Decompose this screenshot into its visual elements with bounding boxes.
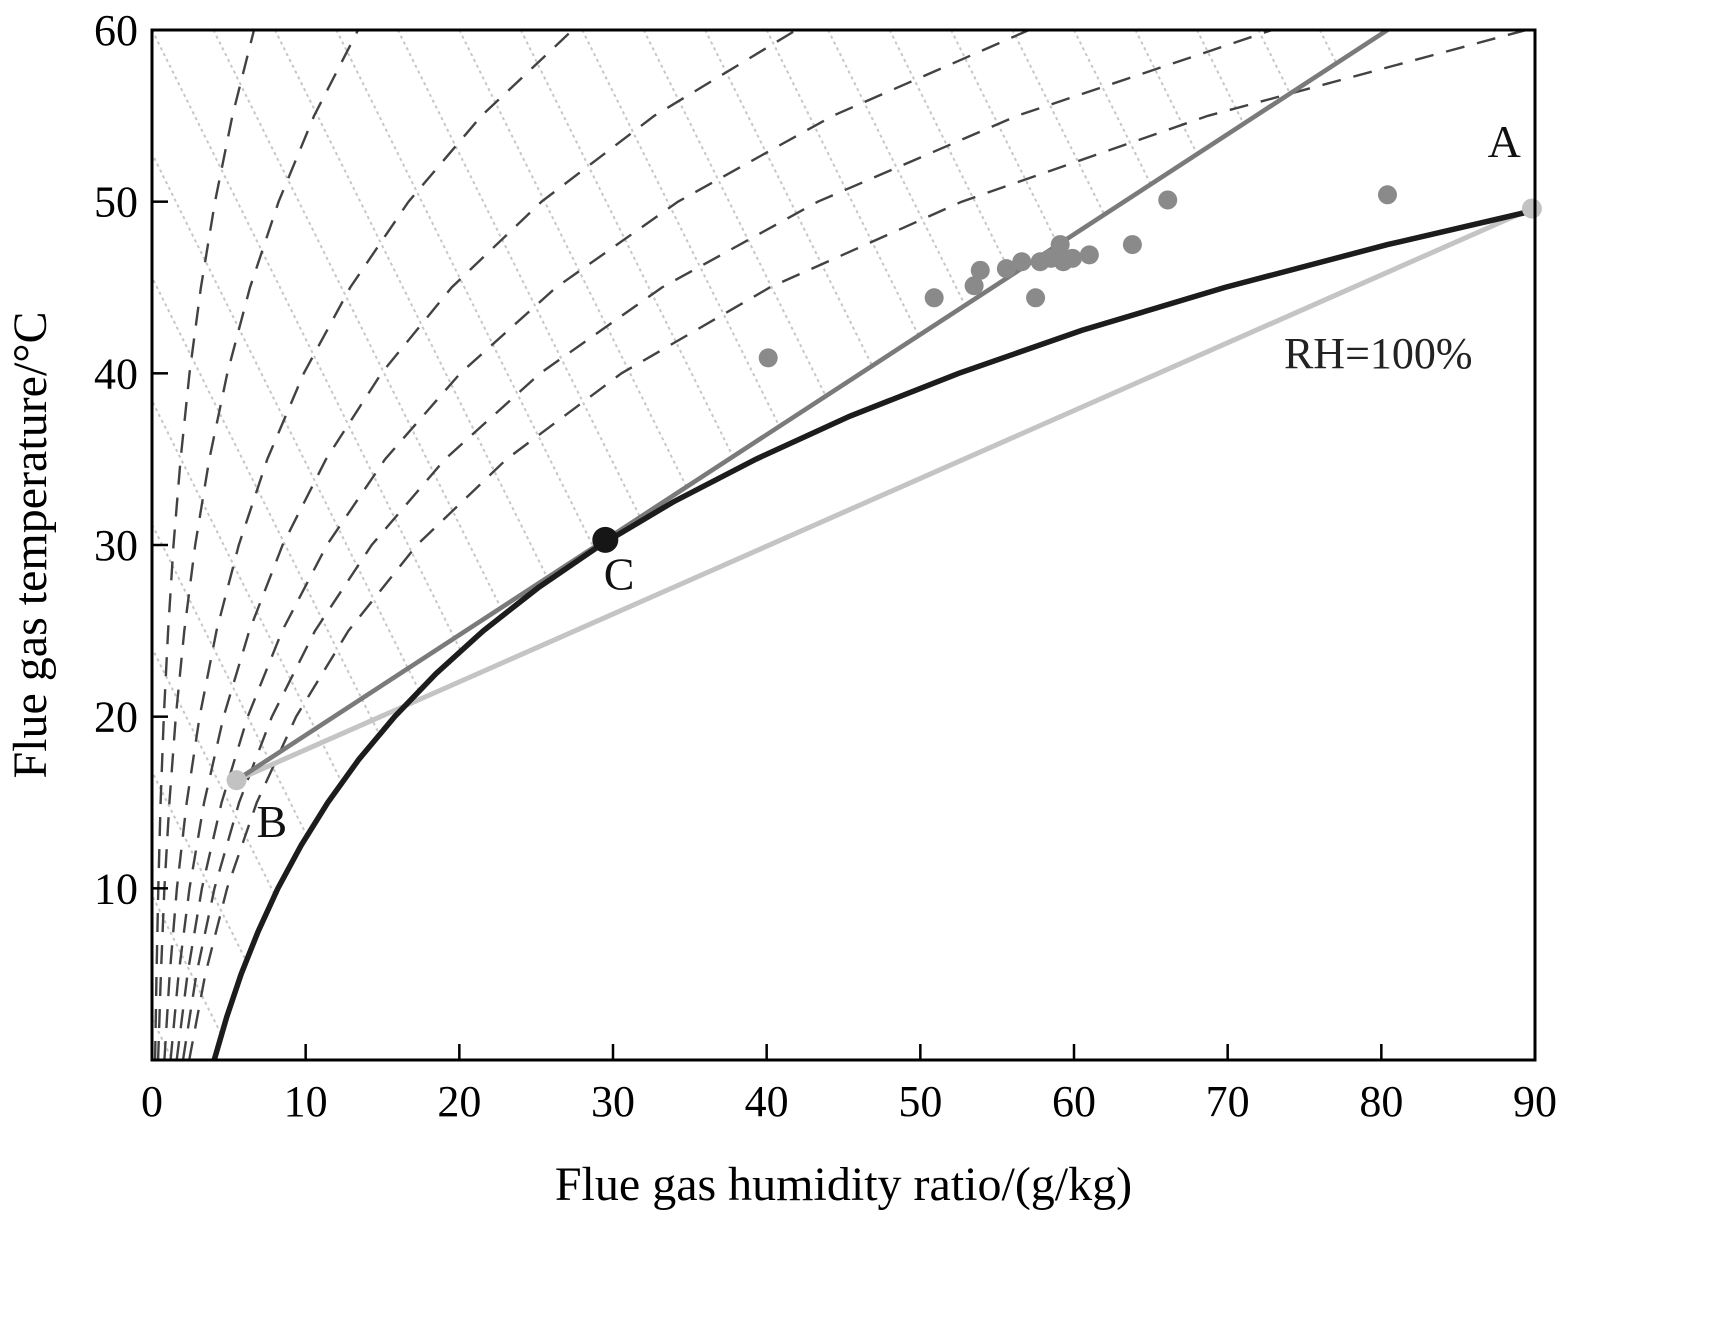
y-tick-label: 10 bbox=[94, 864, 138, 913]
x-tick-label: 30 bbox=[591, 1077, 635, 1126]
y-axis-title: Flue gas temperature/°C bbox=[4, 311, 57, 778]
hatch-line bbox=[1196, 30, 1388, 1060]
x-tick-label: 60 bbox=[1052, 1077, 1096, 1126]
point-C bbox=[592, 526, 619, 553]
hatch-line bbox=[950, 30, 1388, 1060]
x-tick-label: 20 bbox=[437, 1077, 481, 1126]
scatter-point bbox=[996, 259, 1016, 279]
hatch-line bbox=[642, 30, 1157, 1060]
x-axis-title: Flue gas humidity ratio/(g/kg) bbox=[555, 1158, 1132, 1211]
scatter-point bbox=[758, 348, 778, 368]
scatter-point bbox=[1062, 248, 1082, 268]
scatter-point bbox=[1122, 235, 1142, 255]
x-tick-label: 10 bbox=[284, 1077, 328, 1126]
key-points-group: A B C bbox=[226, 116, 1542, 847]
mixing-line-B-through-C bbox=[234, 30, 1390, 783]
hatch-line bbox=[1011, 30, 1388, 1060]
hatch-line bbox=[827, 30, 1342, 1060]
plot-border bbox=[150, 28, 1537, 1062]
point-label-C: C bbox=[604, 549, 635, 600]
y-tick-label: 60 bbox=[94, 6, 138, 55]
y-tick-label: 30 bbox=[94, 521, 138, 570]
y-tick-label: 20 bbox=[94, 693, 138, 742]
hatch-line bbox=[581, 30, 1096, 1060]
scatter-points-group bbox=[758, 185, 1397, 368]
x-tick-label: 80 bbox=[1359, 1077, 1403, 1126]
scatter-point bbox=[1079, 245, 1099, 265]
rh-dashed-curve-40 bbox=[175, 30, 1030, 1060]
scatter-point bbox=[924, 288, 944, 308]
hatch-line bbox=[212, 30, 727, 1060]
scatter-point bbox=[1012, 252, 1032, 272]
rh-100-label: RH=100% bbox=[1284, 329, 1473, 378]
x-tick-label: 90 bbox=[1513, 1077, 1557, 1126]
hatch-line bbox=[152, 30, 420, 1060]
y-tick-label: 40 bbox=[94, 349, 138, 398]
process-lines-group bbox=[234, 30, 1535, 783]
scatter-point bbox=[964, 276, 984, 296]
rh-dashed-curve-50 bbox=[181, 30, 1273, 1060]
hatch-line bbox=[1134, 30, 1388, 1060]
scatter-point bbox=[970, 260, 990, 280]
point-label-A: A bbox=[1488, 116, 1521, 167]
x-tick-label: 70 bbox=[1206, 1077, 1250, 1126]
hatch-line bbox=[1318, 30, 1388, 1060]
scatter-point bbox=[1050, 235, 1070, 255]
rh-dashed-curve-30 bbox=[169, 30, 797, 1060]
y-tick-label: 50 bbox=[94, 178, 138, 227]
point-B bbox=[226, 770, 247, 791]
hatch-line bbox=[704, 30, 1219, 1060]
x-tick-label: 50 bbox=[898, 1077, 942, 1126]
line-B-to-A bbox=[234, 206, 1535, 783]
saturation-curve-rh100 bbox=[211, 207, 1535, 1060]
hatch-line bbox=[396, 30, 911, 1060]
hatch-line bbox=[888, 30, 1388, 1060]
scatter-point bbox=[1158, 190, 1178, 210]
hatch-line bbox=[458, 30, 973, 1060]
hatch-line bbox=[1257, 30, 1388, 1060]
x-tick-label: 0 bbox=[141, 1077, 163, 1126]
x-tick-label: 40 bbox=[745, 1077, 789, 1126]
axes-group: 0 10 20 30 40 50 60 70 80 90 10 20 30 40 50 60 Flue gas … bbox=[4, 6, 1557, 1211]
point-label-B: B bbox=[257, 796, 288, 847]
scatter-point bbox=[1377, 185, 1397, 205]
hatch-line bbox=[765, 30, 1280, 1060]
rh-dashed-curve-10 bbox=[156, 30, 360, 1060]
rh-dashed-curve-60 bbox=[188, 30, 1527, 1060]
rh-dashed-curves-group bbox=[153, 30, 1527, 1060]
hatch-line bbox=[152, 30, 666, 1060]
scatter-point bbox=[1026, 288, 1046, 308]
rh-dashed-curve-20 bbox=[163, 30, 574, 1060]
point-A bbox=[1521, 198, 1542, 219]
